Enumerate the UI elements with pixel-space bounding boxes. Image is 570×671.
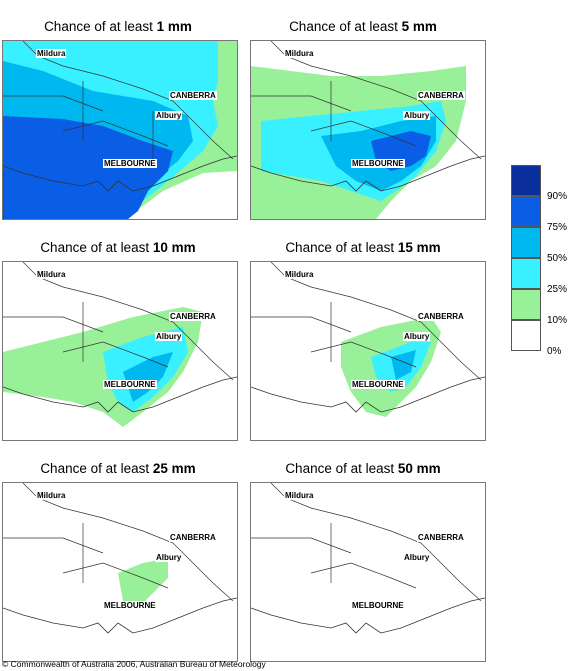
city-label-melbourne: MELBOURNE (103, 601, 157, 610)
city-label-canberra: CANBERRA (169, 533, 217, 542)
map-15mm: Mildura CANBERRA Albury MELBOURNE (250, 261, 486, 441)
city-label-albury: Albury (155, 111, 183, 120)
city-label-canberra: CANBERRA (417, 91, 465, 100)
city-label-mildura: Mildura (36, 491, 67, 500)
panel-title-25mm: Chance of at least 25 mm (40, 461, 196, 476)
city-label-canberra: CANBERRA (417, 533, 465, 542)
legend-swatch-25 (511, 258, 541, 289)
legend-label-75: 75% (547, 222, 568, 233)
legend-swatch-10 (511, 289, 541, 320)
city-label-mildura: Mildura (36, 270, 67, 279)
map-25mm-svg (3, 483, 237, 634)
city-label-mildura: Mildura (36, 49, 67, 58)
panel-title-1mm: Chance of at least 1 mm (44, 19, 192, 34)
legend-label-25: 25% (547, 284, 568, 295)
map-10mm: Mildura CANBERRA Albury MELBOURNE (2, 261, 238, 441)
city-label-melbourne: MELBOURNE (351, 380, 405, 389)
legend-label-10: 10% (547, 315, 568, 326)
city-label-melbourne: MELBOURNE (103, 159, 157, 168)
copyright-notice: © Commonwealth of Australia 2006, Austra… (2, 659, 266, 669)
panel-title-15mm: Chance of at least 15 mm (285, 240, 441, 255)
city-label-mildura: Mildura (284, 49, 315, 58)
legend-swatch-75 (511, 196, 541, 227)
legend-label-90: 90% (547, 191, 568, 202)
map-25mm: Mildura CANBERRA Albury MELBOURNE (2, 482, 238, 662)
city-label-melbourne: MELBOURNE (103, 380, 157, 389)
map-5mm-svg (251, 41, 485, 219)
panel-title-10mm: Chance of at least 10 mm (40, 240, 196, 255)
legend-label-0: 0% (547, 346, 562, 357)
city-label-melbourne: MELBOURNE (351, 601, 405, 610)
city-label-melbourne: MELBOURNE (351, 159, 405, 168)
panel-title-5mm: Chance of at least 5 mm (289, 19, 437, 34)
legend-swatch-0 (511, 320, 541, 351)
map-1mm: Mildura CANBERRA Albury MELBOURNE (2, 40, 238, 220)
city-label-canberra: CANBERRA (169, 312, 217, 321)
city-label-canberra: CANBERRA (417, 312, 465, 321)
panel-title-50mm: Chance of at least 50 mm (285, 461, 441, 476)
city-label-albury: Albury (155, 553, 183, 562)
map-10mm-svg (3, 262, 237, 427)
city-label-albury: Albury (403, 553, 431, 562)
map-5mm: Mildura CANBERRA Albury MELBOURNE (250, 40, 486, 220)
legend-swatch-90 (511, 165, 541, 196)
city-label-mildura: Mildura (284, 270, 315, 279)
city-label-mildura: Mildura (284, 491, 315, 500)
city-label-canberra: CANBERRA (169, 91, 217, 100)
map-50mm: Mildura CANBERRA Albury MELBOURNE (250, 482, 486, 662)
city-label-albury: Albury (155, 332, 183, 341)
city-label-albury: Albury (403, 332, 431, 341)
map-15mm-svg (251, 262, 485, 417)
map-50mm-svg (251, 483, 485, 634)
city-label-albury: Albury (403, 111, 431, 120)
legend-label-50: 50% (547, 253, 568, 264)
map-1mm-svg (3, 41, 237, 219)
legend-swatch-50 (511, 227, 541, 258)
